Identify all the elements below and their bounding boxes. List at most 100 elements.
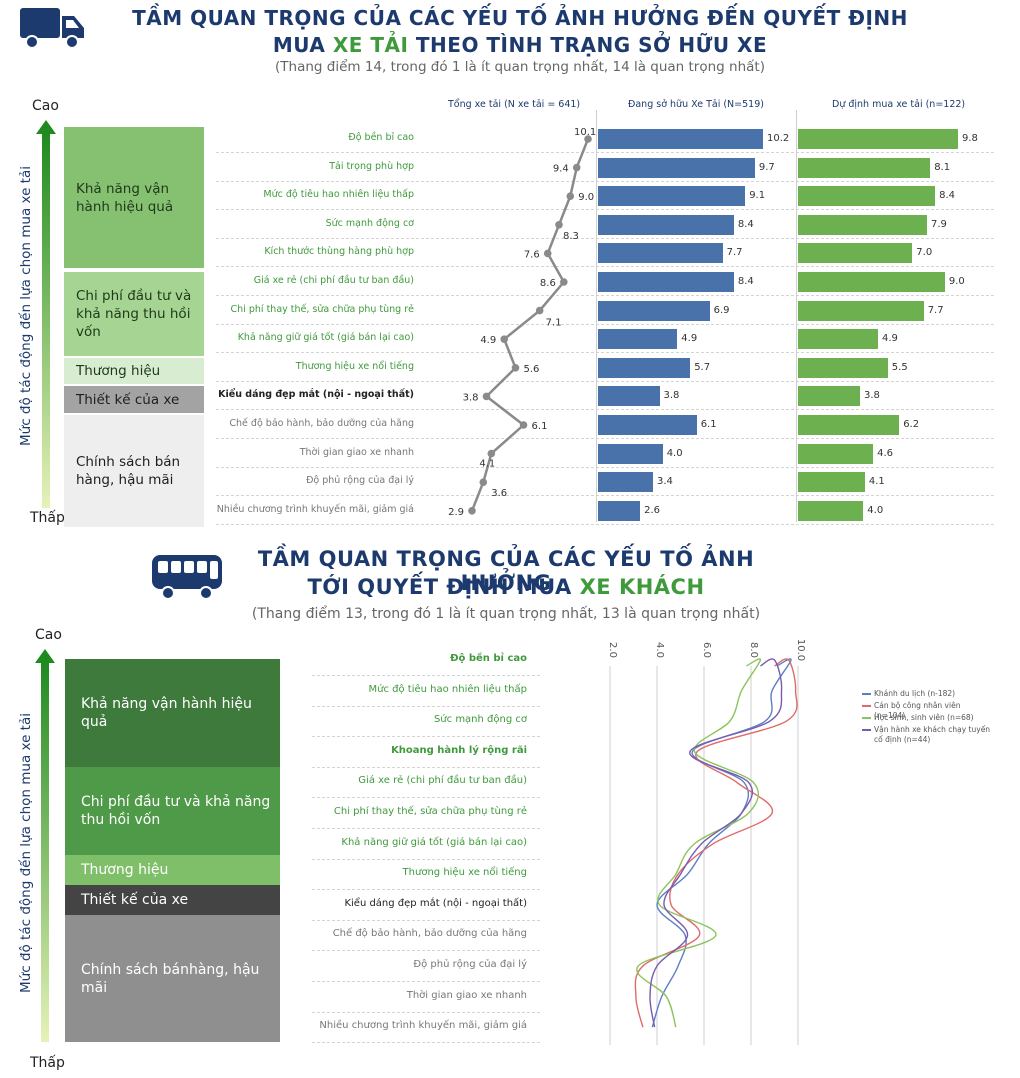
truck-owning-bar <box>598 300 710 321</box>
truck-total-value-label: 9.4 <box>553 164 569 175</box>
truck-total-point <box>487 449 496 458</box>
truck-total-value-label: 3.8 <box>463 392 479 403</box>
bus-row-separator <box>312 858 540 860</box>
truck-owning-bar-value: 8.4 <box>737 218 754 230</box>
bus-line-chart: 2.0 4.0 6.0 8.0 10.0 <box>607 639 806 1045</box>
truck-owning-bar-value: 3.4 <box>657 476 673 488</box>
bus-row-separator <box>312 736 540 738</box>
truck-intend-bar-value: 4.1 <box>868 476 885 488</box>
truck-total-value-label: 9.0 <box>578 192 594 203</box>
bus-legend-label: Cán bộ công nhân viên (n=104) <box>874 701 961 720</box>
truck-row-separator <box>216 495 994 497</box>
truck-intend-bar <box>798 129 958 149</box>
bus-row-separator <box>312 1011 540 1013</box>
truck-owning-bar <box>598 272 734 292</box>
bus-title-pre: TỚI QUYẾT ĐỊNH MUA <box>307 575 580 599</box>
bus-row-separator <box>312 981 540 982</box>
truck-total-value-label: 8.3 <box>563 231 579 242</box>
bus-tick-label: 2.0 <box>607 642 618 658</box>
truck-row-separator <box>216 352 994 354</box>
bus-row-separator <box>312 705 540 707</box>
bus-tick-label: 4.0 <box>654 642 665 658</box>
truck-col-divider-1 <box>596 110 597 522</box>
bus-importance-arrow <box>35 649 55 1042</box>
truck-col-header-total: Tổng xe tải (N xe tải = 641) <box>448 99 581 110</box>
truck-owning-bar <box>598 386 660 407</box>
truck-group-label: Khả năng vận hành hiệu quả <box>76 180 174 215</box>
truck-intend-bar <box>798 329 878 350</box>
truck-intend-bar <box>798 386 860 407</box>
truck-total-line-chart: 10.1 9.4 9.0 8.3 7.6 8.6 7.1 4.9 5.6 3.8 6.1 4.1 3.6… <box>448 127 596 518</box>
truck-owning-bar <box>598 157 755 178</box>
truck-total-point <box>555 221 563 229</box>
truck-factor-label: Giá xe rẻ (chi phí đầu tư ban đầu) <box>253 275 414 286</box>
truck-intend-bar <box>798 186 936 207</box>
truck-col-header-owning: Đang sở hữu Xe Tải (N=519) <box>628 99 764 110</box>
bus-row-separator <box>312 889 540 891</box>
truck-intend-bar-value: 9.8 <box>962 133 978 144</box>
truck-high-label: Cao <box>32 98 59 114</box>
bus-series-line <box>636 658 762 1028</box>
bus-factor-label: Thương hiệu xe nổi tiếng <box>402 867 527 879</box>
truck-group-band: Thiết kế của xe <box>64 386 204 413</box>
truck-col-divider-2 <box>796 110 797 522</box>
bus-row-separator <box>312 828 540 829</box>
truck-group-band: Khả năng vận hành hiệu quả <box>64 127 204 268</box>
truck-owning-bar <box>598 415 697 435</box>
bus-factor-label: Mức độ tiêu hao nhiên liệu thấp <box>368 683 527 695</box>
truck-owning-bar <box>598 472 653 493</box>
truck-total-point <box>479 478 488 487</box>
truck-low-label: Thấp <box>30 510 65 526</box>
truck-intend-bar <box>798 243 913 264</box>
truck-owning-bar-value: 10.2 <box>767 133 790 144</box>
truck-total-value-label: 6.1 <box>532 421 548 432</box>
bus-group-band: Thiết kế của xe <box>65 885 280 915</box>
truck-factor-label: Độ bền bỉ cao <box>348 132 414 143</box>
bus-legend-label: Học sinh, sinh viên (n=68) <box>874 713 974 722</box>
truck-total-point <box>560 278 568 286</box>
truck-factor-label: Thương hiệu xe nổi tiếng <box>295 360 414 372</box>
truck-row-separator <box>216 237 994 239</box>
truck-row-separator <box>216 209 994 211</box>
bus-factor-label: Độ phủ rộng của đại lý <box>413 959 527 970</box>
truck-title-line2: MUA XE TẢI THEO TÌNH TRẠNG SỞ HỮU XE <box>90 33 950 57</box>
bus-group-band: Thương hiệu <box>65 855 280 885</box>
truck-owning-bar-value: 3.8 <box>663 390 680 402</box>
truck-total-value-label: 7.1 <box>546 318 562 329</box>
truck-intend-bar-value: 5.5 <box>891 361 908 373</box>
truck-intend-bar-value: 4.9 <box>882 333 898 345</box>
bus-row-separator <box>312 797 540 799</box>
bus-group-label: Thương hiệu <box>81 862 169 878</box>
bus-group-band: Khả năng vận hành hiệu quả <box>65 659 280 767</box>
truck-intend-bar <box>798 157 931 178</box>
bus-icon <box>150 553 226 601</box>
truck-intend-bar <box>798 272 945 292</box>
bus-group-band: Chính sách bánhàng, hậu mãi <box>65 915 280 1042</box>
bus-group-label: Thiết kế của xe <box>81 892 189 908</box>
truck-total-value-label: 4.9 <box>480 335 496 346</box>
truck-total-point <box>482 392 491 401</box>
truck-intend-bar <box>798 300 924 321</box>
truck-intend-bar-value: 3.8 <box>864 390 880 402</box>
truck-group-band: Chính sách bán hàng, hậu mãi <box>64 415 204 528</box>
truck-group-label: Thiết kế của xe <box>76 391 180 408</box>
truck-factor-label: Chế độ bảo hành, bảo dưỡng của hãng <box>229 418 414 429</box>
truck-importance-arrow <box>36 120 56 508</box>
truck-owning-bar-value: 2.6 <box>644 504 660 516</box>
truck-title-pre: MUA <box>272 33 333 57</box>
truck-intend-bar <box>798 214 927 235</box>
bus-legend-swatch <box>862 693 871 695</box>
truck-row-separator <box>216 409 994 411</box>
truck-total-point <box>511 364 520 372</box>
truck-icon <box>18 6 86 50</box>
bus-series-line <box>649 658 783 1028</box>
truck-factor-label: Nhiều chương trình khuyến mãi, giảm giá <box>216 503 414 515</box>
truck-row-separator <box>216 323 994 325</box>
bus-row-separator <box>312 919 540 921</box>
truck-total-point <box>572 163 581 172</box>
truck-row-separator <box>216 180 994 182</box>
truck-group-band: Chi phí đầu tư và khả năng thu hồi vốn <box>64 272 204 356</box>
truck-factor-label: Mức độ tiêu hao nhiên liệu thấp <box>263 189 414 201</box>
bus-title-highlight: XE KHÁCH <box>579 575 705 599</box>
truck-intend-bar <box>798 443 874 464</box>
